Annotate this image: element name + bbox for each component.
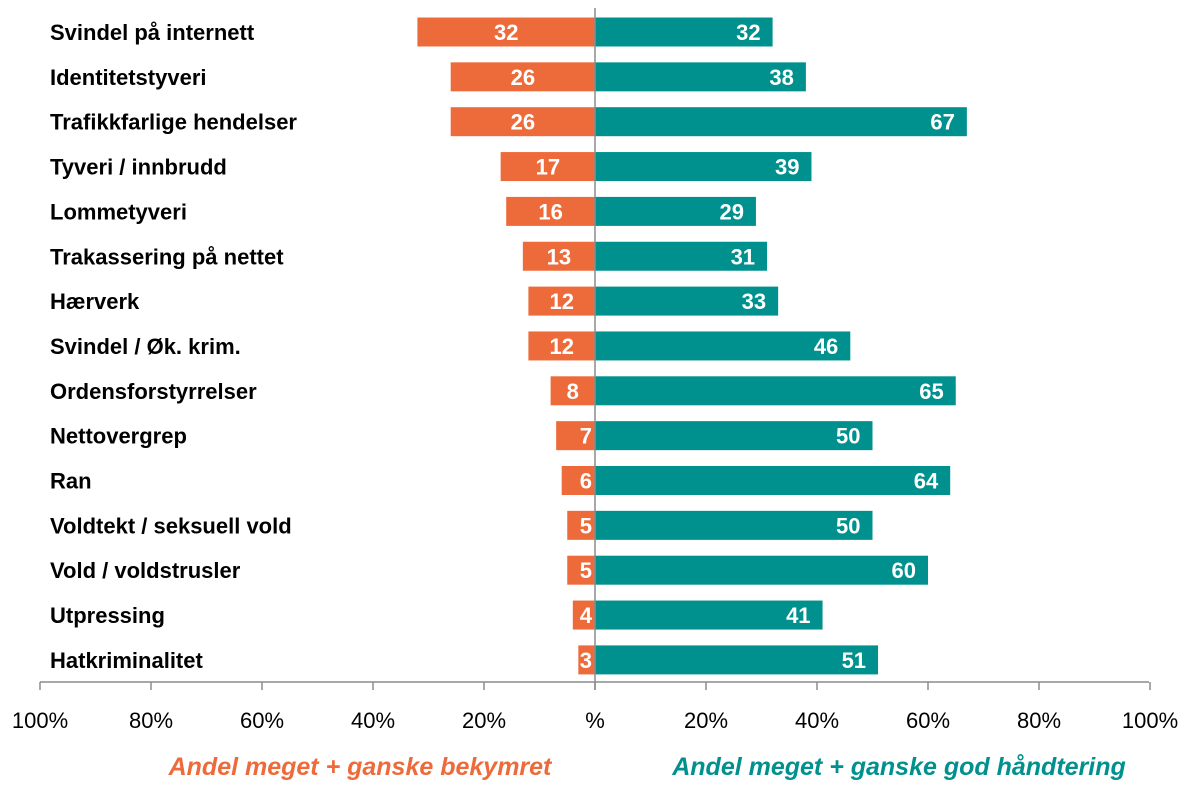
bar-left (528, 331, 595, 361)
category-label: Hærverk (50, 289, 140, 314)
bar-left (450, 107, 595, 137)
bar-right (595, 196, 756, 226)
bar-right (595, 466, 951, 495)
category-label: Vold / voldstrusler (50, 558, 241, 583)
bar-right-value-label: 41 (786, 603, 810, 628)
x-tick-label: 100% (1122, 708, 1178, 733)
bar-left-value-label: 13 (547, 244, 571, 269)
bar-left (567, 555, 595, 585)
bar-right-value-label: 60 (892, 558, 916, 583)
bar-left (506, 196, 595, 226)
category-label: Utpressing (50, 603, 165, 628)
bar-right-value-label: 51 (842, 648, 866, 673)
bar-right (595, 107, 967, 137)
bar-right (595, 17, 773, 47)
x-tick-label: 60% (240, 708, 284, 733)
x-tick-label: 60% (906, 708, 950, 733)
x-tick-label: 40% (351, 708, 395, 733)
category-label: Svindel på internett (50, 20, 255, 45)
x-tick-label: 20% (462, 708, 506, 733)
bar-left-value-label: 16 (538, 199, 562, 224)
bar-right-value-label: 31 (731, 244, 755, 269)
category-label: Lommetyveri (50, 199, 187, 224)
category-label: Ran (50, 469, 92, 494)
bar-right-value-label: 33 (742, 289, 766, 314)
bar-right (595, 241, 768, 271)
category-label: Trakassering på nettet (50, 244, 284, 269)
bar-right (595, 555, 928, 585)
bar-right-value-label: 67 (930, 110, 954, 135)
legend-right-label: Andel meget + ganske god håndtering (671, 753, 1126, 781)
category-label: Voldtekt / seksuell vold (50, 513, 292, 538)
bar-left (450, 62, 595, 92)
bar-left-value-label: 8 (567, 379, 579, 404)
bar-left-value-label: 17 (536, 155, 560, 180)
category-label: Nettovergrep (50, 424, 187, 449)
bar-right-value-label: 46 (814, 334, 838, 359)
bar-left-value-label: 5 (580, 513, 592, 538)
category-label: Trafikkfarlige hendelser (50, 110, 297, 135)
bar-left-value-label: 26 (511, 110, 535, 135)
bar-left (500, 152, 595, 182)
x-axis: 100% 80% 60% 40% 20%% 20% 40% 60% 80% 100% (12, 8, 1178, 733)
bar-right (595, 62, 806, 92)
legend-left-label: Andel meget + ganske bekymret (168, 753, 553, 781)
bar-right-value-label: 39 (775, 155, 799, 180)
bar-left-value-label: 4 (580, 603, 593, 628)
bar-right-value-label: 50 (836, 513, 860, 538)
bar-left-value-label: 12 (549, 334, 573, 359)
bar-right (595, 376, 956, 406)
bar-left (561, 466, 595, 495)
bar-left (572, 600, 595, 630)
bar-right-value-label: 50 (836, 424, 860, 449)
bar-left-value-label: 32 (494, 20, 518, 45)
bar-left (556, 421, 595, 451)
x-tick-label: 40% (795, 708, 839, 733)
bar-right (595, 331, 851, 361)
bar-right-value-label: 38 (769, 65, 793, 90)
category-label: Svindel / Øk. krim. (50, 334, 241, 359)
bar-left-value-label: 26 (511, 65, 535, 90)
x-tick-label: 20% (684, 708, 728, 733)
bar-left-value-label: 6 (580, 469, 592, 494)
bar-left (528, 286, 595, 316)
category-label: Hatkriminalitet (50, 648, 203, 673)
bar-left-value-label: 5 (580, 558, 592, 583)
bar-right (595, 286, 779, 316)
category-labels: Svindel på internett Identitetstyveri Traf… (50, 20, 297, 673)
bar-left-value-label: 7 (580, 424, 592, 449)
bar-left-value-label: 3 (580, 648, 592, 673)
bar-left (417, 17, 595, 47)
bar-right (595, 152, 812, 182)
x-tick-label: 100% (12, 708, 68, 733)
bar-left (578, 645, 595, 675)
bar-right-value-label: 65 (919, 379, 943, 404)
x-tick-label: 80% (129, 708, 173, 733)
legend: Andel meget + ganske bekymret Andel mege… (168, 753, 1126, 781)
bar-right (595, 421, 873, 451)
bar-right (595, 600, 823, 630)
bar-right-value-label: 32 (736, 20, 760, 45)
x-tick-label: % (585, 708, 605, 733)
bar-left-value-label: 12 (549, 289, 573, 314)
bar-left (522, 241, 595, 271)
category-label: Ordensforstyrrelser (50, 379, 257, 404)
category-label: Tyveri / innbrudd (50, 155, 227, 180)
bar-right-value-label: 64 (914, 469, 939, 494)
bar-right-value-label: 29 (719, 199, 743, 224)
x-tick-label: 80% (1017, 708, 1061, 733)
bar-right (595, 510, 873, 540)
bar-right (595, 645, 879, 675)
bar-left (550, 376, 595, 406)
bars-group: 32 32 26 38 26 67 17 39 16 29 13 31 12 33 12 46 8 65 7 50 6 6… (417, 17, 967, 675)
bar-left (567, 510, 595, 540)
category-label: Identitetstyveri (50, 65, 207, 90)
